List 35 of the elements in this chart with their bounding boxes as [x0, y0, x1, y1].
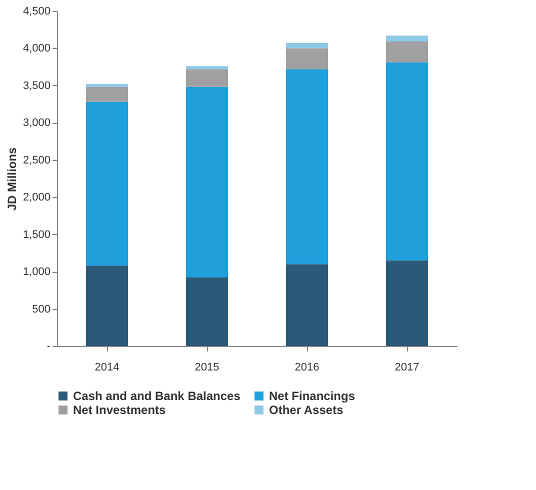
legend-label: Other Assets — [269, 403, 344, 417]
y-tick-label: 4,500 — [22, 6, 50, 18]
bar — [386, 62, 428, 260]
x-tick-label: 2016 — [294, 362, 320, 374]
y-axis-title: JD Millions — [4, 147, 19, 211]
y-tick-label: - — [46, 340, 51, 352]
bar — [86, 86, 128, 102]
x-tick-label: 2015 — [194, 362, 220, 374]
y-tick-label: 2,000 — [22, 192, 50, 204]
bar — [86, 102, 128, 266]
legend-label: Cash and and Bank Balances — [73, 389, 241, 403]
bar — [286, 69, 328, 264]
bar — [386, 260, 428, 346]
x-tick-label: 2017 — [394, 362, 420, 374]
bar — [286, 48, 328, 70]
y-tick-label: 2,500 — [22, 154, 50, 166]
bar — [186, 86, 228, 278]
y-tick-label: 3,500 — [22, 80, 50, 92]
bar — [86, 266, 128, 346]
bar — [286, 264, 328, 346]
bar — [186, 69, 228, 87]
legend-label: Net Investments — [73, 403, 166, 417]
bar — [386, 42, 428, 62]
bar — [86, 84, 128, 87]
bar — [286, 43, 328, 48]
y-tick-label: 500 — [32, 303, 50, 316]
bar — [386, 36, 428, 42]
y-tick-label: 4,000 — [22, 42, 50, 55]
x-tick-label: 2014 — [94, 362, 120, 374]
legend-label: Net Financings — [269, 389, 356, 403]
y-tick-label: 3,000 — [22, 117, 50, 130]
y-tick-label: 1,000 — [22, 266, 50, 278]
bar — [186, 278, 228, 346]
bar — [186, 66, 228, 70]
y-tick-label: 1,500 — [22, 228, 50, 241]
